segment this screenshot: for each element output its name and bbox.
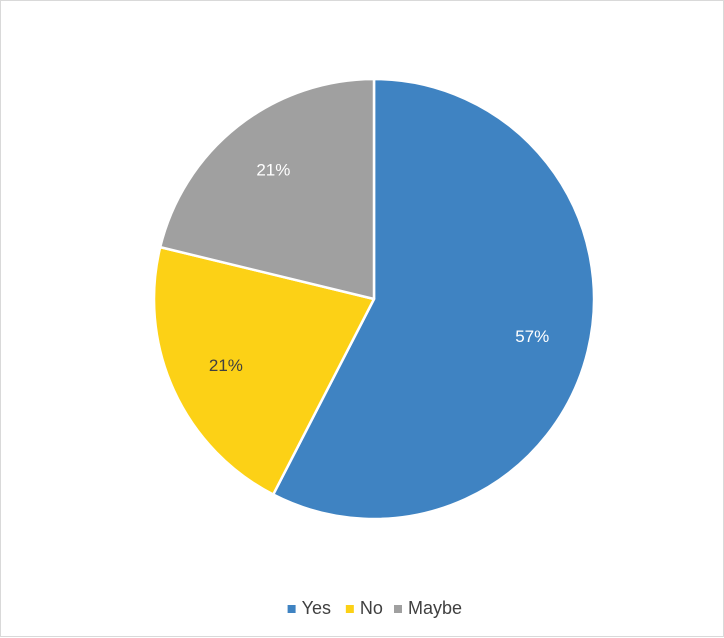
chart-legend: Yes No Maybe xyxy=(287,598,462,618)
data-label-yes: 57% xyxy=(515,327,549,346)
legend-item-no: No xyxy=(345,598,383,618)
pie-slice-maybe xyxy=(158,77,376,301)
pie-slices xyxy=(152,77,596,521)
legend-label-maybe: Maybe xyxy=(408,598,462,618)
legend-item-maybe: Maybe xyxy=(394,598,462,618)
legend-swatch-no xyxy=(345,605,354,613)
data-label-no: 21% xyxy=(209,356,243,375)
legend-swatch-maybe xyxy=(394,605,402,613)
data-label-maybe: 21% xyxy=(256,161,290,180)
pie-slice-yes xyxy=(271,77,596,521)
legend-label-no: No xyxy=(360,598,383,618)
pie-data-labels: 57% 21% 21% xyxy=(209,161,549,376)
legend-item-yes: Yes xyxy=(287,598,331,618)
legend-label-yes: Yes xyxy=(302,598,331,618)
legend-swatch-yes xyxy=(287,605,296,613)
pie-slice-no xyxy=(152,245,376,496)
